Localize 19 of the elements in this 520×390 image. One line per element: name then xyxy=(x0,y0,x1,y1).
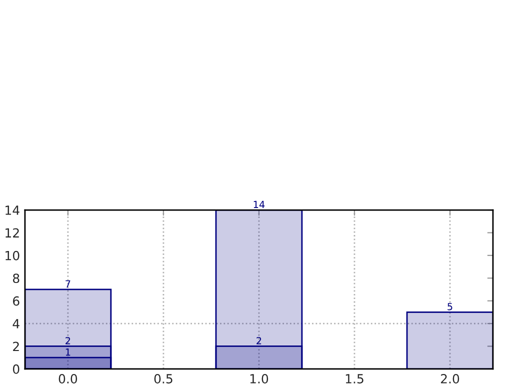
data-label: 7 xyxy=(66,280,70,288)
x-tick-label: 0.0 xyxy=(58,374,78,384)
x-tick-label: 1.5 xyxy=(346,374,364,384)
y-tick-label: 4 xyxy=(12,319,20,328)
data-label: 5 xyxy=(448,303,452,310)
x-tick-label: 2.0 xyxy=(440,374,460,384)
x-tick-label: 1.0 xyxy=(250,374,268,384)
data-label: 2 xyxy=(66,337,70,344)
y-tick-label: 6 xyxy=(13,296,20,306)
data-label: 14 xyxy=(254,200,265,208)
y-tick-label: 12 xyxy=(6,228,19,238)
data-label: 1 xyxy=(66,348,70,356)
x-tick-label: 0.5 xyxy=(154,374,172,384)
y-tick-label: 2 xyxy=(13,342,19,351)
y-tick-label: 0 xyxy=(12,364,20,374)
y-tick-label: 8 xyxy=(12,274,20,284)
y-tick-label: 10 xyxy=(6,250,20,260)
y-tick-label: 14 xyxy=(6,206,20,215)
data-label: 2 xyxy=(256,337,262,344)
